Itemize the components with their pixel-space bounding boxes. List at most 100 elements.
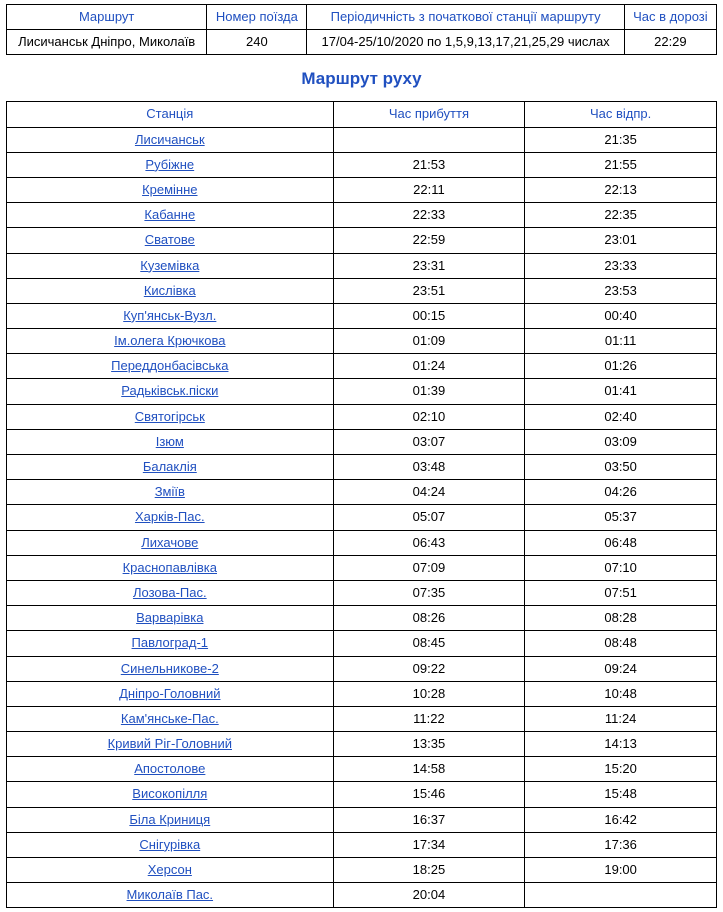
- departure-cell: 23:01: [525, 228, 717, 253]
- summary-header-train-no: Номер поїзда: [207, 5, 307, 30]
- arrival-cell: 01:09: [333, 329, 525, 354]
- arrival-cell: 21:53: [333, 152, 525, 177]
- schedule-header-row: Станція Час прибуття Час відпр.: [7, 102, 717, 127]
- station-link[interactable]: Краснопавлівка: [123, 560, 217, 575]
- schedule-row: Рубіжне 21:5321:55: [7, 152, 717, 177]
- station-cell: Високопілля: [7, 782, 334, 807]
- station-link[interactable]: Херсон: [148, 862, 192, 877]
- station-link[interactable]: Лозова-Пас.: [133, 585, 207, 600]
- departure-cell: 23:33: [525, 253, 717, 278]
- departure-cell: 05:37: [525, 505, 717, 530]
- schedule-row: Кам'янське-Пас. 11:2211:24: [7, 706, 717, 731]
- station-link[interactable]: Снігурівка: [139, 837, 200, 852]
- station-cell: Рубіжне: [7, 152, 334, 177]
- departure-cell: 17:36: [525, 832, 717, 857]
- schedule-row: Лихачове06:4306:48: [7, 530, 717, 555]
- station-link[interactable]: Павлоград-1: [132, 635, 209, 650]
- station-cell: Куп'янськ-Вузл.: [7, 303, 334, 328]
- station-cell: Біла Криниця: [7, 807, 334, 832]
- station-link[interactable]: Переддонбасівська: [111, 358, 228, 373]
- schedule-row: Снігурівка 17:3417:36: [7, 832, 717, 857]
- station-cell: Снігурівка: [7, 832, 334, 857]
- summary-header-route: Маршрут: [7, 5, 207, 30]
- station-link[interactable]: Апостолове: [134, 761, 205, 776]
- station-link[interactable]: Куземівка: [140, 258, 199, 273]
- schedule-row: Високопілля 15:4615:48: [7, 782, 717, 807]
- departure-cell: 16:42: [525, 807, 717, 832]
- station-cell: Дніпро-Головний: [7, 681, 334, 706]
- arrival-cell: 00:15: [333, 303, 525, 328]
- schedule-row: Сватове 22:5923:01: [7, 228, 717, 253]
- station-cell: Варварівка: [7, 606, 334, 631]
- arrival-cell: 11:22: [333, 706, 525, 731]
- station-link[interactable]: Ім.олега Крючкова: [114, 333, 225, 348]
- arrival-cell: 13:35: [333, 732, 525, 757]
- arrival-cell: 23:31: [333, 253, 525, 278]
- station-link[interactable]: Рубіжне: [145, 157, 194, 172]
- station-link[interactable]: Кислівка: [144, 283, 196, 298]
- arrival-cell: 20:04: [333, 883, 525, 908]
- station-link[interactable]: Харків-Пас.: [135, 509, 205, 524]
- departure-cell: 08:48: [525, 631, 717, 656]
- station-cell: Краснопавлівка: [7, 555, 334, 580]
- station-link[interactable]: Кам'янське-Пас.: [121, 711, 219, 726]
- summary-train-no: 240: [207, 30, 307, 55]
- station-link[interactable]: Ізюм: [156, 434, 184, 449]
- station-link[interactable]: Радьківськ.піски: [121, 383, 218, 398]
- schedule-row: Дніпро-Головний10:2810:48: [7, 681, 717, 706]
- arrival-cell: 08:45: [333, 631, 525, 656]
- departure-cell: 19:00: [525, 858, 717, 883]
- arrival-cell: 17:34: [333, 832, 525, 857]
- schedule-row: Зміїв04:2404:26: [7, 480, 717, 505]
- station-cell: Святогірськ: [7, 404, 334, 429]
- schedule-row: Кабанне22:3322:35: [7, 203, 717, 228]
- summary-route: Лисичанськ Дніпро, Миколаїв: [7, 30, 207, 55]
- departure-cell: 01:26: [525, 354, 717, 379]
- station-cell: Лозова-Пас.: [7, 580, 334, 605]
- station-link[interactable]: Балаклія: [143, 459, 197, 474]
- arrival-cell: 22:59: [333, 228, 525, 253]
- station-link[interactable]: Святогірськ: [135, 409, 205, 424]
- schedule-row: Херсон 18:2519:00: [7, 858, 717, 883]
- station-link[interactable]: Дніпро-Головний: [119, 686, 220, 701]
- station-link[interactable]: Високопілля: [132, 786, 207, 801]
- station-link[interactable]: Кабанне: [144, 207, 195, 222]
- departure-cell: 03:09: [525, 429, 717, 454]
- departure-cell: 00:40: [525, 303, 717, 328]
- arrival-cell: 01:39: [333, 379, 525, 404]
- station-link[interactable]: Лисичанськ: [135, 132, 205, 147]
- station-link[interactable]: Синельникове-2: [121, 661, 219, 676]
- station-link[interactable]: Зміїв: [155, 484, 185, 499]
- station-cell: Лихачове: [7, 530, 334, 555]
- station-link[interactable]: Миколаїв Пас.: [127, 887, 214, 902]
- departure-cell: 03:50: [525, 455, 717, 480]
- schedule-header-departure: Час відпр.: [525, 102, 717, 127]
- station-cell: Миколаїв Пас.: [7, 883, 334, 908]
- arrival-cell: 14:58: [333, 757, 525, 782]
- arrival-cell: 05:07: [333, 505, 525, 530]
- departure-cell: 11:24: [525, 706, 717, 731]
- arrival-cell: [333, 127, 525, 152]
- station-cell: Кам'янське-Пас.: [7, 706, 334, 731]
- station-link[interactable]: Біла Криниця: [129, 812, 210, 827]
- arrival-cell: 08:26: [333, 606, 525, 631]
- arrival-cell: 15:46: [333, 782, 525, 807]
- departure-cell: 15:48: [525, 782, 717, 807]
- schedule-row: Харків-Пас. 05:0705:37: [7, 505, 717, 530]
- station-link[interactable]: Лихачове: [141, 535, 198, 550]
- arrival-cell: 10:28: [333, 681, 525, 706]
- station-link[interactable]: Куп'янськ-Вузл.: [123, 308, 216, 323]
- station-cell: Лисичанськ: [7, 127, 334, 152]
- station-link[interactable]: Варварівка: [136, 610, 203, 625]
- departure-cell: 23:53: [525, 278, 717, 303]
- station-cell: Куземівка: [7, 253, 334, 278]
- arrival-cell: 18:25: [333, 858, 525, 883]
- departure-cell: 21:55: [525, 152, 717, 177]
- departure-cell: 22:35: [525, 203, 717, 228]
- station-link[interactable]: Кривий Ріг-Головний: [108, 736, 232, 751]
- station-link[interactable]: Кремінне: [142, 182, 197, 197]
- departure-cell: 22:13: [525, 177, 717, 202]
- schedule-header-arrival: Час прибуття: [333, 102, 525, 127]
- schedule-row: Ізюм03:0703:09: [7, 429, 717, 454]
- station-link[interactable]: Сватове: [145, 232, 195, 247]
